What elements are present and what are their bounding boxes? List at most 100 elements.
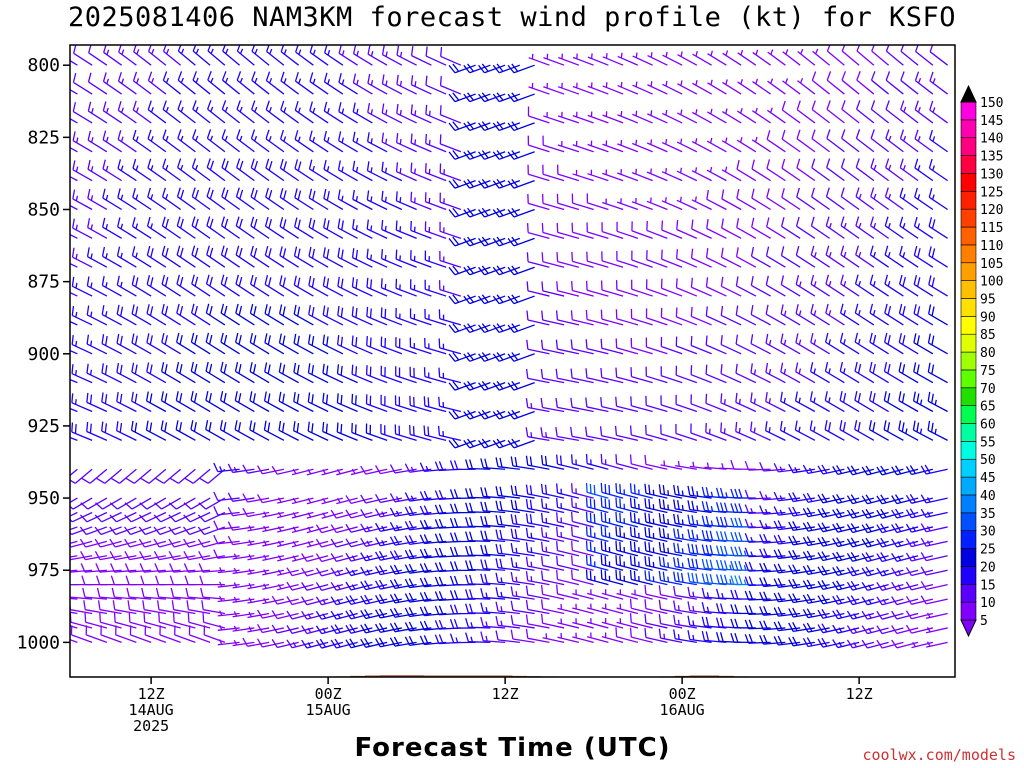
barb-shaft (148, 468, 167, 484)
barb-full (124, 563, 130, 573)
wind-barb (676, 219, 698, 239)
barb-full (345, 567, 352, 576)
barb-full (825, 274, 830, 285)
barb-shaft (321, 526, 344, 534)
barb-shaft (85, 540, 108, 548)
wind-barb (322, 363, 344, 384)
wind-barb (309, 130, 329, 153)
barb-full (540, 613, 544, 624)
barb-full (360, 552, 367, 562)
barb-shaft (207, 108, 226, 124)
barb-shaft (131, 342, 152, 355)
barb-full (409, 308, 412, 318)
barb-full (780, 304, 784, 314)
barb-full (619, 527, 622, 537)
barb-full (267, 306, 272, 316)
barb-shaft (796, 138, 816, 153)
barb-shaft (751, 197, 771, 211)
wind-barb (631, 197, 653, 211)
barb-half (545, 532, 548, 538)
wind-barb (673, 513, 697, 528)
wind-barb (250, 245, 270, 268)
barb-shaft (173, 609, 196, 615)
barb-full (252, 422, 256, 432)
barb-full (802, 594, 809, 604)
wind-barb (247, 525, 270, 532)
barb-full (409, 424, 411, 435)
barb-shaft (572, 348, 594, 355)
wind-barb (185, 587, 211, 600)
barb-full (264, 216, 269, 227)
barb-full (480, 544, 484, 555)
barb-full (614, 425, 618, 436)
barb-shaft (468, 583, 491, 586)
barb-full (286, 596, 293, 605)
barb-full (130, 420, 134, 431)
barb-full (788, 492, 794, 502)
wind-barb (277, 540, 299, 548)
wind-barb (250, 187, 270, 211)
wind-barb (345, 609, 373, 620)
barb-shaft (217, 526, 240, 530)
wind-barb (96, 575, 122, 586)
wind-barb (572, 111, 594, 124)
barb-half (604, 618, 607, 624)
barb-full (496, 438, 504, 447)
barb-full (330, 625, 337, 634)
barb-full (744, 518, 750, 529)
barb-full (705, 515, 710, 526)
barb-half (180, 164, 184, 171)
barb-full (86, 334, 90, 345)
wind-barb (585, 555, 609, 571)
wind-barb (70, 526, 78, 536)
barb-full (675, 307, 678, 317)
barb-full (585, 482, 588, 493)
wind-barb (94, 526, 122, 536)
wind-barb (95, 497, 122, 510)
wind-barb (802, 464, 830, 475)
barb-full (395, 162, 399, 172)
barb-full (180, 189, 185, 200)
wind-barb (645, 395, 668, 413)
barb-shaft (262, 627, 285, 634)
wind-barb (629, 598, 653, 615)
barb-full (449, 604, 455, 614)
barb-full (780, 333, 784, 344)
barb-half (336, 613, 341, 619)
wind-barb (410, 220, 432, 239)
wind-barb (168, 526, 196, 536)
barb-shaft (660, 433, 683, 441)
wind-barb (735, 421, 757, 441)
wind-barb (463, 294, 491, 305)
barb-shaft (188, 609, 211, 615)
wind-barb (205, 303, 226, 326)
wind-barb (495, 529, 520, 543)
wind-barb (423, 396, 447, 413)
barb-full (788, 463, 794, 473)
wind-barb (810, 333, 830, 355)
barb-shaft (811, 196, 830, 211)
wind-barb (510, 542, 535, 557)
wind-barb (480, 573, 506, 586)
wind-barb (323, 218, 344, 239)
barb-shaft (71, 634, 93, 643)
barb-full (227, 506, 234, 517)
wind-barb (615, 555, 639, 571)
barb-half (385, 138, 388, 144)
barb-full (438, 309, 441, 319)
barb-half (638, 561, 640, 567)
barb-full (102, 188, 106, 199)
barb-half (667, 518, 670, 525)
barb-half (828, 310, 832, 316)
barb-half (283, 78, 287, 84)
barb-half (355, 137, 359, 144)
wind-barb (124, 511, 152, 523)
wind-barb (147, 129, 167, 153)
barb-full (410, 104, 413, 114)
wind-barb (115, 421, 137, 441)
barb-shaft (162, 167, 182, 182)
barb-half (575, 169, 578, 176)
barb-full (325, 365, 329, 376)
barb-half (798, 368, 802, 374)
barb-full (162, 158, 167, 168)
